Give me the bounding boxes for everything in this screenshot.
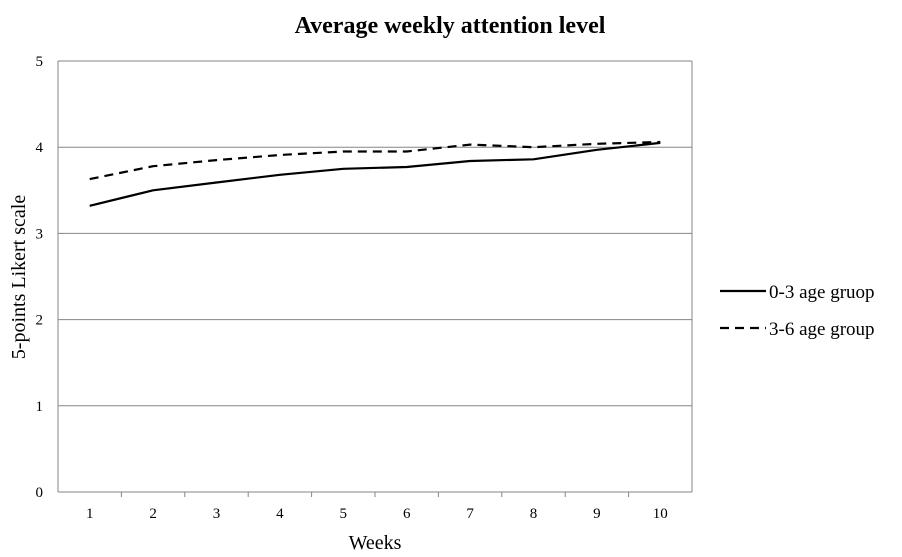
gridlines <box>58 60 692 407</box>
y-tick-label: 5 <box>36 54 44 70</box>
x-tick-label: 9 <box>593 506 601 522</box>
x-tick-label: 2 <box>149 506 157 522</box>
x-tick-label: 7 <box>466 506 474 522</box>
x-tick-label: 5 <box>340 506 348 522</box>
y-axis-label: 5-points Likert scale <box>8 195 30 360</box>
legend-label-2: 3-6 age group <box>769 319 875 340</box>
x-tick-label: 8 <box>530 506 538 522</box>
x-tick-label: 4 <box>276 506 284 522</box>
x-axis-label: Weeks <box>349 532 402 552</box>
chart-title: Average weekly attention level <box>295 13 606 39</box>
x-tick-label: 6 <box>403 506 411 522</box>
legend-label-1: 0-3 age gruop <box>769 282 875 303</box>
series-line-2 <box>89 140 661 181</box>
x-tick-label: 10 <box>653 506 668 522</box>
y-axis-ticks: 0 1 2 3 4 5 <box>36 54 44 501</box>
x-tick-label: 1 <box>86 506 94 522</box>
y-tick-label: 4 <box>36 140 44 156</box>
y-tick-label: 1 <box>36 399 44 415</box>
x-tick-label: 3 <box>213 506 221 522</box>
legend: 0-3 age gruop 3-6 age group <box>720 282 875 340</box>
series-line-1 <box>89 141 661 207</box>
y-tick-label: 3 <box>36 226 44 242</box>
y-tick-label: 0 <box>36 485 44 501</box>
x-axis-ticks: 1 2 3 4 5 6 7 8 9 10 <box>86 492 668 522</box>
y-tick-label: 2 <box>36 313 44 329</box>
series-lines <box>89 140 661 207</box>
